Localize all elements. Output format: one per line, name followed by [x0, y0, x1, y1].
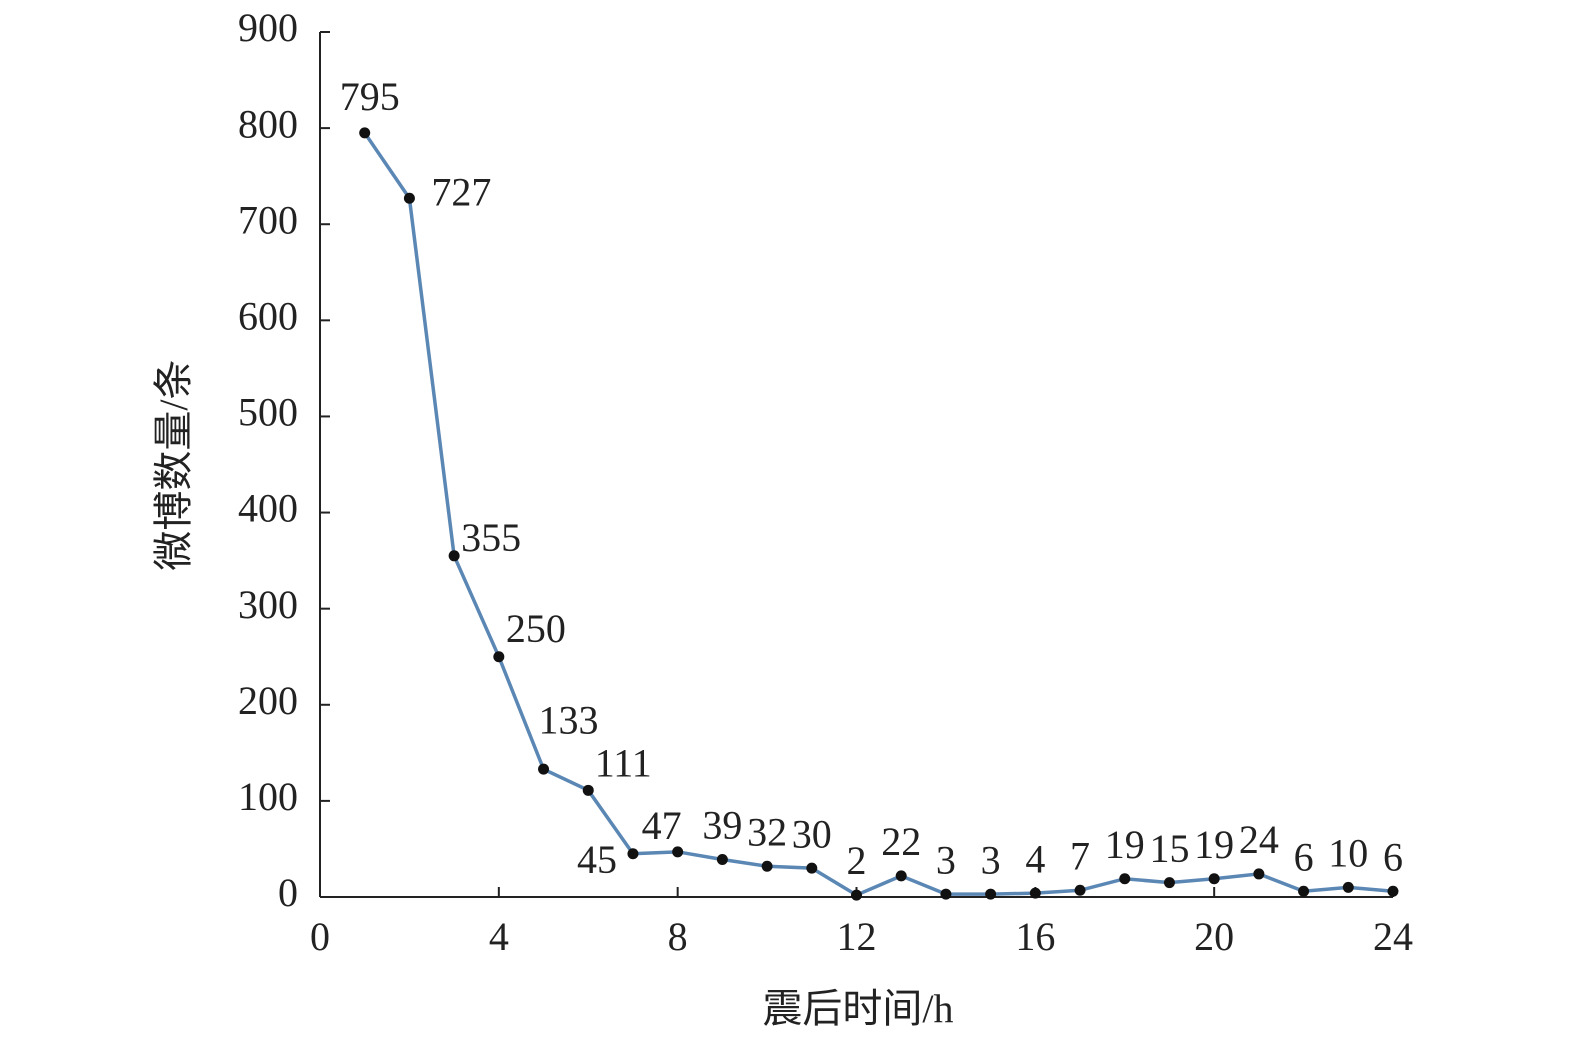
marker: [716, 854, 728, 866]
marker: [895, 870, 907, 882]
data-label: 24: [1239, 817, 1279, 862]
marker: [851, 889, 862, 901]
data-label: 45: [577, 837, 617, 882]
data-label: 22: [881, 819, 921, 864]
data-label: 795: [340, 74, 400, 119]
marker: [761, 860, 773, 872]
marker: [1163, 877, 1175, 889]
marker: [403, 192, 415, 204]
data-label: 19: [1105, 822, 1145, 867]
data-label: 111: [595, 740, 652, 785]
marker: [1342, 881, 1354, 893]
marker: [538, 763, 550, 775]
y-tick-label: 0: [278, 870, 298, 915]
marker: [359, 127, 371, 139]
marker: [448, 550, 460, 562]
data-label: 15: [1149, 826, 1189, 871]
y-tick-label: 700: [238, 197, 298, 242]
data-label: 32: [747, 809, 787, 854]
y-tick-label: 100: [238, 774, 298, 819]
marker: [1208, 873, 1220, 885]
data-label: 39: [702, 803, 742, 848]
y-tick-label: 300: [238, 582, 298, 627]
line: [363, 131, 1394, 898]
data-label: 30: [792, 811, 832, 856]
marker: [672, 846, 684, 858]
data-label: 3: [936, 837, 956, 882]
x-tick-label: 12: [837, 914, 877, 959]
data-label: 10: [1328, 831, 1368, 876]
y-axis-title: 微博数量/条: [151, 359, 196, 570]
x-tick-label: 16: [1015, 914, 1055, 959]
marker: [1029, 887, 1041, 899]
x-tick-label: 4: [489, 914, 509, 959]
marker: [1074, 884, 1086, 896]
x-tick-label: 24: [1373, 914, 1413, 959]
data-label: 250: [506, 606, 566, 651]
y-tick-label: 900: [238, 5, 298, 50]
marker: [1253, 868, 1265, 880]
marker: [940, 888, 952, 900]
x-axis-title: 震后时间/h: [762, 986, 953, 1031]
x-tick-label: 8: [668, 914, 688, 959]
marker: [985, 888, 997, 900]
marker: [1387, 885, 1399, 897]
data-label: 727: [431, 169, 491, 214]
data-label: 3: [981, 837, 1001, 882]
marker: [806, 862, 818, 874]
data-label: 47: [642, 803, 682, 848]
data-label: 6: [1294, 834, 1314, 879]
data-label: 6: [1383, 834, 1403, 879]
marker: [493, 651, 505, 663]
marker: [627, 848, 639, 860]
marker: [1119, 873, 1131, 885]
data-label: 133: [539, 697, 599, 742]
y-tick-label: 800: [238, 101, 298, 146]
data-label: 2: [847, 838, 867, 883]
data-label: 19: [1194, 822, 1234, 867]
x-tick-label: 0: [310, 914, 330, 959]
data-label: 7: [1070, 833, 1090, 878]
marker: [582, 784, 594, 796]
marker: [1298, 885, 1310, 897]
data-label: 4: [1025, 836, 1045, 881]
y-tick-label: 600: [238, 294, 298, 339]
y-tick-label: 400: [238, 486, 298, 531]
y-tick-label: 500: [238, 390, 298, 435]
data-label: 355: [461, 515, 521, 560]
y-tick-label: 200: [238, 678, 298, 723]
x-tick-label: 20: [1194, 914, 1234, 959]
